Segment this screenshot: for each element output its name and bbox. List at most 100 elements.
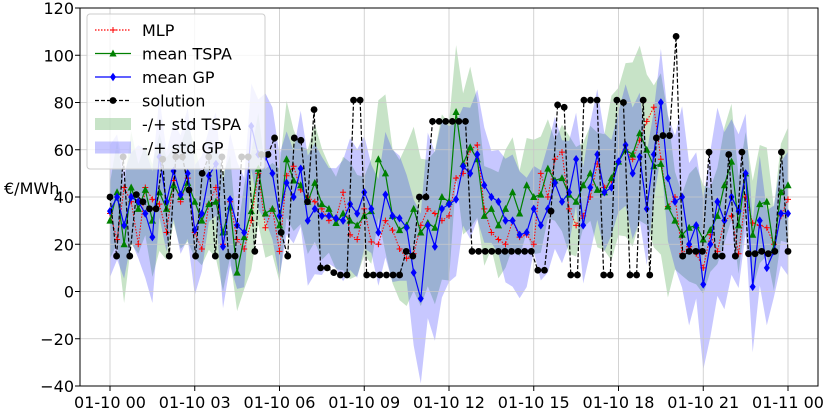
data-point [402, 247, 410, 255]
data-point [240, 233, 248, 241]
data-point [501, 247, 509, 255]
legend-entry: MLP [95, 21, 175, 40]
data-point [311, 204, 318, 214]
data-point [403, 223, 410, 232]
data-point [212, 197, 220, 205]
data-point [527, 247, 535, 255]
data-point [234, 236, 241, 243]
data-point [523, 228, 530, 237]
legend-label: -/+ std GP [142, 139, 224, 158]
data-point [114, 192, 121, 202]
data-point [363, 271, 371, 279]
data-point [135, 197, 142, 206]
data-point [778, 148, 785, 156]
data-point [559, 149, 565, 156]
data-point [573, 155, 580, 164]
data-point [679, 192, 686, 202]
data-point [113, 188, 121, 196]
data-point [120, 240, 128, 248]
data-point [705, 148, 713, 156]
data-point [544, 164, 552, 172]
data-point [389, 271, 397, 279]
data-point [417, 294, 424, 303]
legend-label: -/+ std TSPA [142, 115, 241, 134]
data-point [679, 252, 687, 260]
data-point [587, 96, 594, 104]
data-point [198, 245, 205, 252]
data-point [728, 212, 735, 219]
data-point [424, 221, 431, 230]
data-point [514, 247, 522, 255]
legend-swatch [95, 141, 131, 154]
axes: −40 −20 0 20 40 60 80 100 120 01-10 00 01-10 03 01-… [40, 0, 824, 412]
data-point [353, 221, 361, 229]
data-point [297, 136, 305, 144]
data-point [763, 224, 770, 231]
data-point [110, 27, 116, 33]
data-point [453, 195, 460, 204]
data-point [544, 204, 551, 214]
data-point [142, 209, 149, 218]
data-point [666, 132, 673, 139]
data-point [275, 221, 284, 229]
data-point [106, 193, 114, 201]
data-point [396, 214, 403, 223]
data-point [382, 217, 389, 224]
data-point [523, 181, 531, 189]
data-point [481, 180, 488, 190]
data-point [784, 181, 792, 189]
data-point [751, 250, 759, 258]
data-point [340, 216, 347, 225]
data-point [749, 219, 756, 226]
data-point [480, 211, 488, 219]
data-point [460, 162, 467, 171]
data-point [731, 252, 739, 260]
data-point [608, 183, 615, 192]
data-point [725, 151, 733, 158]
data-point [311, 198, 318, 205]
data-point [389, 227, 396, 234]
series-mean-gp [107, 98, 791, 303]
data-point [686, 240, 693, 249]
data-point [431, 223, 439, 231]
data-point [424, 205, 431, 212]
data-point [233, 268, 241, 276]
data-point [560, 103, 568, 111]
data-point [343, 271, 351, 279]
data-point [494, 221, 503, 229]
data-point [593, 185, 601, 193]
data-point [530, 241, 537, 248]
data-point [495, 197, 502, 206]
data-point [283, 178, 290, 188]
data-point [271, 134, 278, 142]
data-point [431, 210, 438, 217]
data-point [389, 211, 396, 221]
data-point [559, 197, 565, 206]
data-point [629, 150, 637, 158]
x-tick-label: 01-10 06 [244, 393, 316, 412]
data-point [198, 209, 205, 218]
x-tick-label: 01-10 21 [667, 393, 739, 412]
data-point [109, 49, 117, 57]
data-point [467, 169, 474, 178]
data-point [593, 96, 601, 104]
data-point [521, 247, 529, 255]
data-point [318, 200, 326, 208]
data-point [110, 72, 116, 82]
data-point [756, 200, 764, 208]
data-point [530, 193, 538, 200]
data-point [318, 211, 325, 221]
data-point [580, 96, 588, 104]
data-point [332, 218, 340, 226]
data-point [227, 195, 234, 204]
data-point [494, 247, 502, 255]
data-point [452, 107, 460, 115]
data-point [777, 209, 784, 218]
data-point [317, 264, 325, 272]
data-point [382, 190, 389, 199]
x-tick-label: 01-11 00 [752, 393, 824, 412]
data-point [396, 245, 403, 252]
y-tick-label: 120 [43, 0, 74, 18]
data-point [600, 271, 608, 279]
data-point [763, 197, 771, 205]
